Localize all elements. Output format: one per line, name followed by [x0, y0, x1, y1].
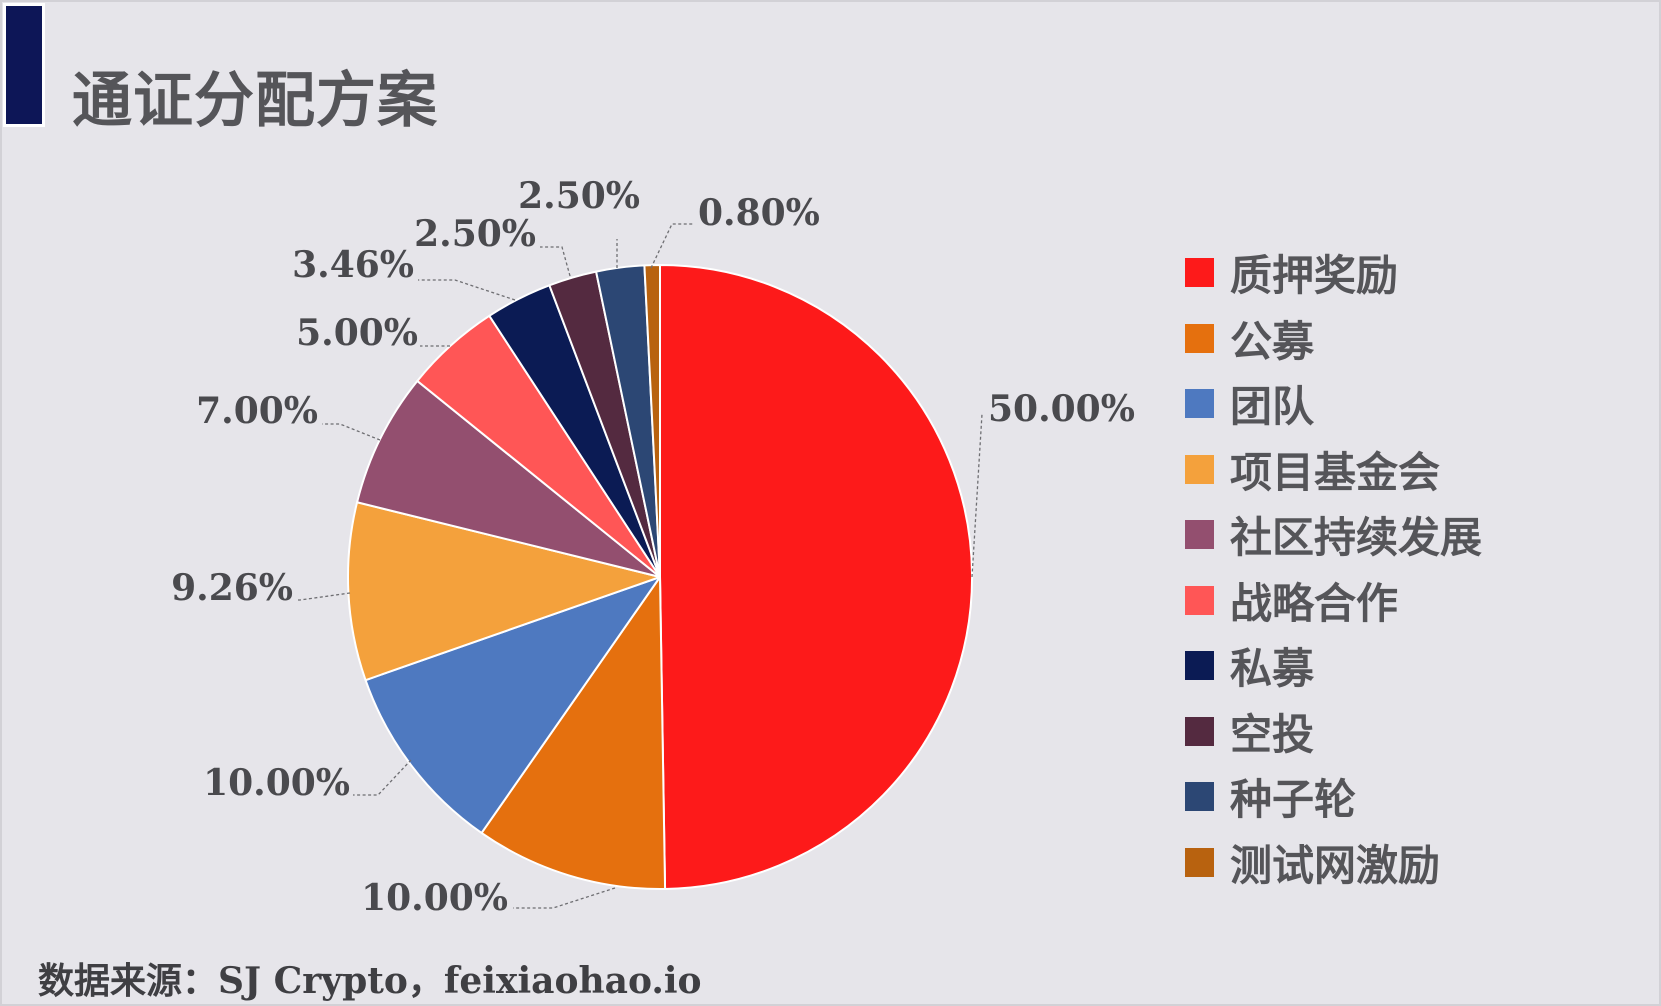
leader-line-2 [513, 887, 616, 909]
legend-label: 空投 [1230, 709, 1315, 759]
legend-item: 质押奖励 [1185, 240, 1482, 306]
legend-item: 种子轮 [1185, 764, 1482, 830]
legend-label: 质押奖励 [1230, 251, 1399, 301]
legend-item: 空投 [1185, 699, 1482, 765]
legend-swatch [1185, 716, 1214, 746]
leader-lines [296, 223, 983, 909]
legend-swatch [1185, 782, 1214, 812]
leader-line-1 [971, 413, 983, 578]
legend-swatch [1185, 520, 1214, 550]
legend-swatch [1185, 323, 1214, 353]
title-accent-bar [3, 3, 45, 127]
pie-slices [347, 264, 974, 890]
legend-swatch [1185, 585, 1214, 615]
pie-slice-1 [659, 264, 974, 890]
data-label-3: 10.00% [203, 762, 350, 804]
leader-line-4 [296, 592, 351, 601]
data-label-5: 7.00% [196, 390, 318, 432]
pie-slice-3 [364, 576, 661, 834]
legend-swatch [1185, 847, 1214, 877]
legend-swatch [1185, 651, 1214, 681]
data-label-10: 0.80% [698, 192, 820, 234]
legend-label: 私募 [1230, 644, 1315, 694]
legend-item: 团队 [1185, 371, 1482, 437]
pie-slice-2 [480, 576, 667, 890]
data-label-1: 50.00% [988, 388, 1135, 430]
legend-item: 战略合作 [1185, 568, 1482, 634]
legend-item: 项目基金会 [1185, 437, 1482, 503]
leader-line-8 [540, 246, 571, 277]
data-label-9: 2.50% [518, 175, 640, 217]
data-labels: 50.00%10.00%10.00%9.26%7.00%5.00%3.46%2.… [171, 175, 1135, 919]
pie-slice-5 [356, 379, 661, 578]
data-source-note: 数据来源：SJ Crypto，feixiaohao.io [38, 960, 702, 1002]
leader-line-5 [322, 423, 381, 441]
leader-line-3 [353, 759, 412, 796]
legend-item: 测试网激励 [1185, 830, 1482, 896]
legend-label: 战略合作 [1230, 578, 1399, 628]
legend-swatch [1185, 454, 1214, 484]
data-label-7: 3.46% [292, 244, 414, 286]
data-label-4: 9.26% [171, 567, 293, 609]
pie-slice-10 [643, 264, 661, 578]
data-label-2: 10.00% [361, 877, 508, 919]
legend-label: 团队 [1230, 382, 1315, 432]
legend-label: 种子轮 [1230, 775, 1357, 825]
chart-legend: 质押奖励公募团队项目基金会社区持续发展 战略合作私募空投种子轮测试网激励 [1185, 240, 1482, 895]
leader-line-7 [418, 279, 516, 301]
legend-item: 私募 [1185, 633, 1482, 699]
chart-title: 通证分配方案 [72, 66, 438, 136]
legend-label: 测试网激励 [1230, 840, 1441, 890]
pie-slice-4 [347, 501, 661, 682]
leader-line-10 [650, 223, 694, 269]
legend-item: 社区持续发展 [1185, 502, 1482, 568]
legend-swatch [1185, 258, 1214, 288]
legend-item: 公募 [1185, 306, 1482, 372]
legend-label: 项目基金会 [1230, 447, 1441, 497]
data-label-6: 5.00% [296, 312, 418, 354]
data-label-8: 2.50% [414, 213, 536, 255]
legend-label: 社区持续发展 [1230, 513, 1483, 563]
legend-label: 公募 [1230, 316, 1315, 366]
legend-swatch [1185, 389, 1214, 419]
